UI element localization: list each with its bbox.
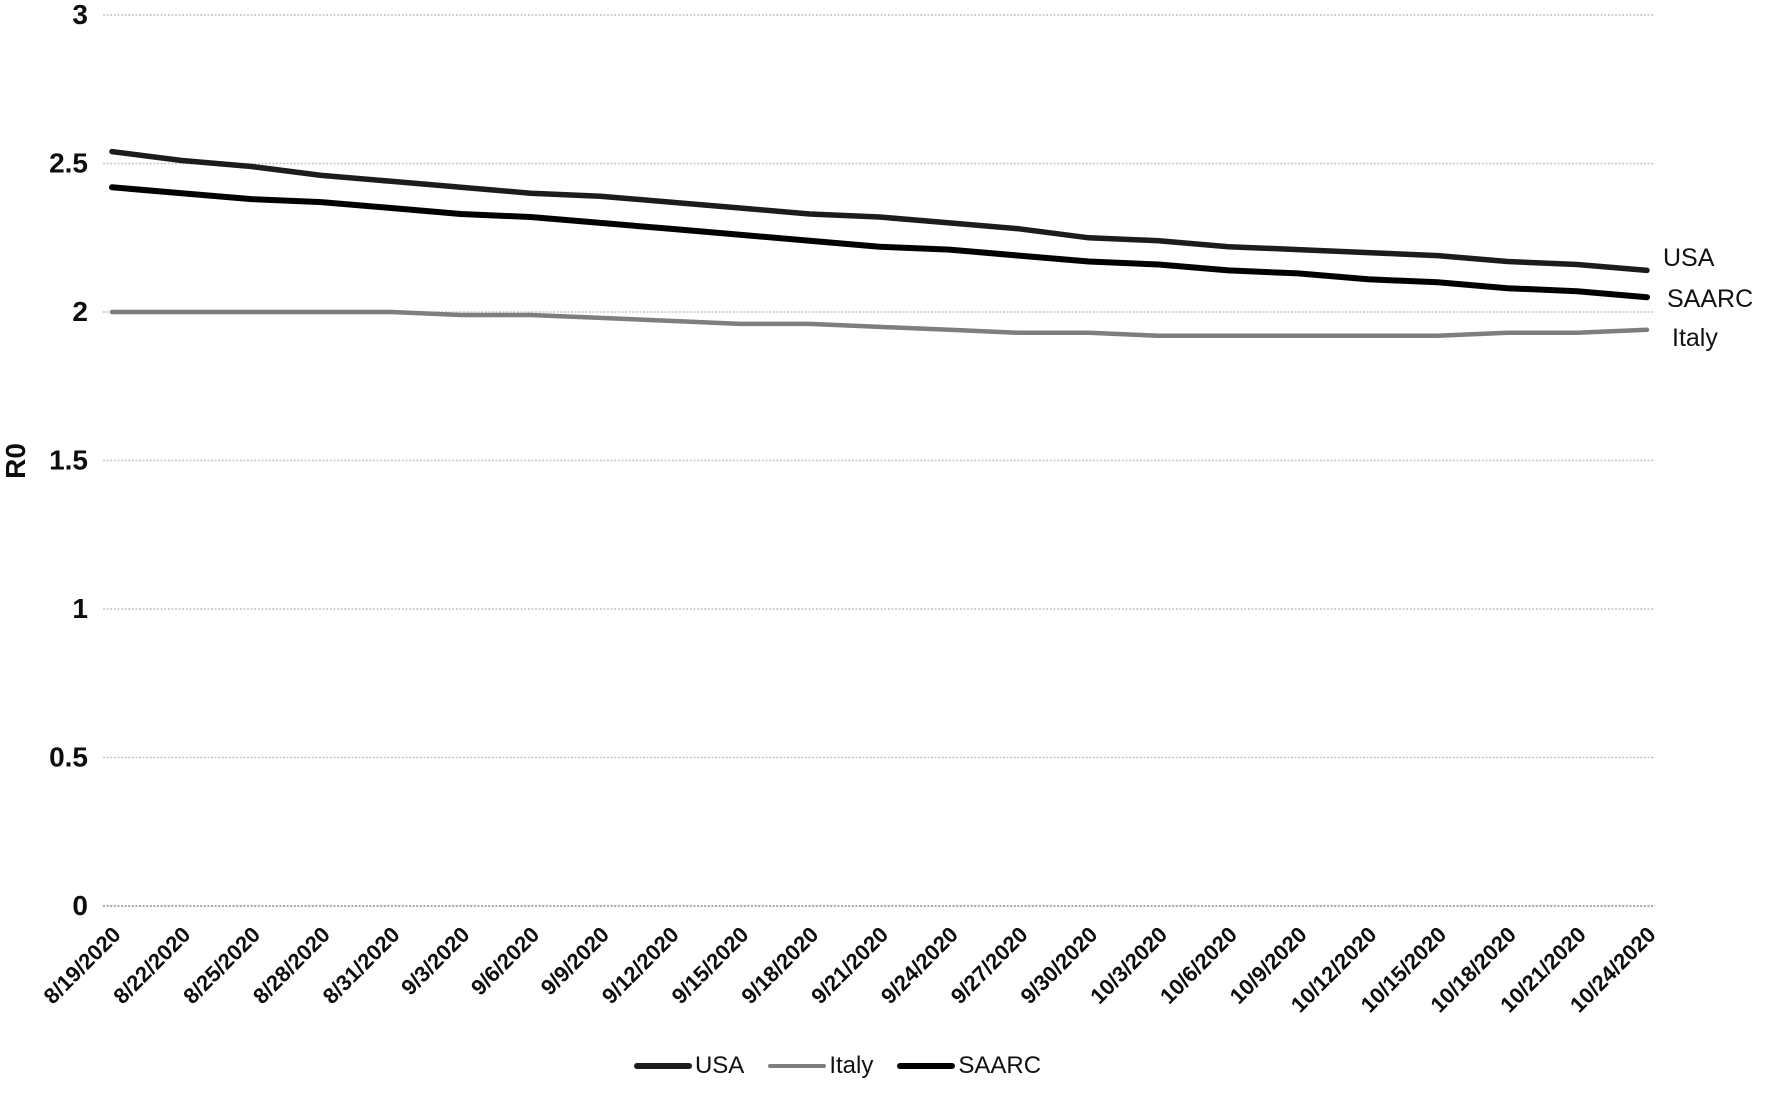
legend-item-italy: Italy [768,1052,873,1080]
y-tick-label: 1.5 [49,445,88,476]
series-label-saarc: SAARC [1667,285,1753,313]
y-axis-title: R0 [0,443,31,479]
y-tick-label: 2.5 [49,148,88,179]
y-tick-label: 3 [72,0,88,30]
legend-label: SAARC [958,1052,1042,1079]
series-label-usa: USA [1663,244,1715,272]
line-italy [109,309,1650,339]
line-usa [109,148,1650,274]
line-saarc [109,184,1650,301]
legend-swatch-usa [633,1063,692,1069]
legend-item-saarc: SAARC [897,1052,1041,1080]
y-tick-label: 0.5 [49,742,88,773]
legend-label: USA [694,1052,745,1079]
chart-legend: USA Italy SAARC [0,1052,1675,1080]
legend-swatch-italy [768,1063,827,1069]
legend-swatch-saarc [897,1063,956,1069]
x-tick-label: 8/31/2020 [318,922,405,1009]
series-label-italy: Italy [1672,324,1718,352]
x-tick-label: 9/6/2020 [466,922,544,1000]
y-tick-label: 1 [72,593,88,624]
y-tick-label: 2 [72,296,88,327]
x-tick-label: 9/3/2020 [396,922,474,1000]
legend-label: Italy [829,1052,874,1079]
y-tick-label: 0 [72,890,88,921]
legend-item-usa: USA [633,1052,745,1080]
